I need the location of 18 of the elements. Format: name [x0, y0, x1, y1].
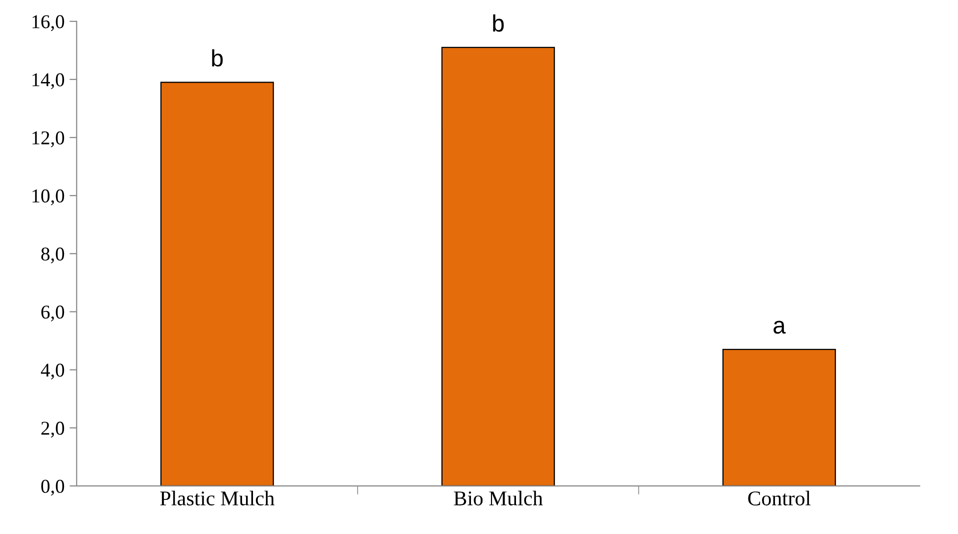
y-tick-label: 6,0 — [41, 306, 64, 322]
annotation: a — [774, 320, 786, 334]
annotation: b — [212, 49, 223, 67]
y-tick-label: 10,0 — [32, 189, 64, 206]
y-tick-label: 8,0 — [41, 247, 64, 264]
y-tick-label: 4,0 — [40, 364, 64, 380]
bar — [722, 348, 836, 486]
bar — [441, 46, 555, 486]
x-tick-label: Plastic Mulch — [160, 490, 274, 506]
x-tick-label: Control — [748, 490, 811, 506]
y-tick-label: 12,0 — [32, 131, 64, 148]
y-tick-label: 14,0 — [32, 73, 64, 90]
bar — [160, 82, 274, 486]
x-tick-label: Bio Mulch — [454, 490, 543, 506]
y-tick-label: 2,0 — [41, 422, 64, 438]
y-tick-label: 16,0 — [32, 15, 64, 32]
annotation: b — [493, 14, 504, 32]
y-tick-label: 0,0 — [41, 480, 64, 496]
